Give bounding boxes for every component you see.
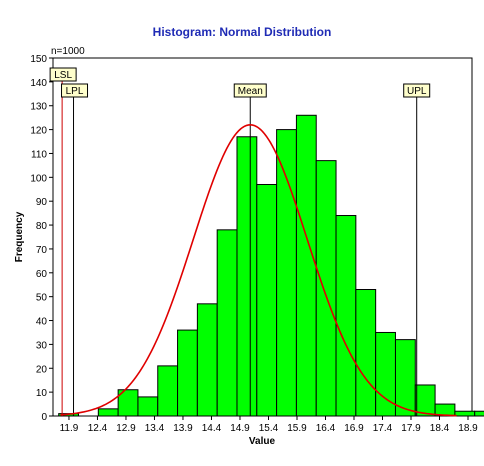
marker-label-box-lsl bbox=[49, 67, 77, 82]
y-tick-label: 60 bbox=[36, 269, 48, 280]
histogram-bar bbox=[256, 183, 278, 417]
x-tick-label: 18.4 bbox=[430, 423, 450, 434]
y-tick-label: 120 bbox=[30, 126, 47, 137]
x-tick-label: 14.4 bbox=[202, 423, 222, 434]
sample-size-label: n=1000 bbox=[51, 46, 85, 57]
y-tick-label: 150 bbox=[30, 54, 47, 65]
histogram-bar bbox=[236, 136, 258, 417]
normal-curve bbox=[60, 124, 457, 417]
x-tick-label: 16.4 bbox=[316, 423, 336, 434]
histogram-bar bbox=[97, 408, 119, 417]
x-tick-label: 15.9 bbox=[287, 423, 307, 434]
histogram-bar bbox=[177, 329, 198, 417]
y-tick-label: 50 bbox=[36, 293, 48, 304]
histogram-bar bbox=[216, 229, 238, 417]
y-tick-label: 30 bbox=[36, 340, 48, 351]
marker-label-box-upl bbox=[403, 83, 431, 98]
y-tick-label: 100 bbox=[30, 173, 47, 184]
histogram-bar bbox=[454, 410, 476, 417]
histogram-bar bbox=[157, 365, 179, 417]
marker-label-lpl: LPL bbox=[66, 86, 84, 97]
marker-label-upl: UPL bbox=[407, 86, 427, 97]
y-tick-label: 80 bbox=[36, 221, 48, 232]
histogram-bar bbox=[295, 114, 317, 417]
x-tick-label: 14.9 bbox=[230, 423, 250, 434]
histogram-bar bbox=[474, 410, 484, 417]
y-tick-label: 0 bbox=[41, 412, 47, 423]
marker-label-lsl: LSL bbox=[54, 70, 72, 81]
histogram-bar bbox=[355, 289, 377, 417]
x-tick-label: 11.9 bbox=[60, 423, 79, 434]
markers-group: LSL LPL Mean UPL bbox=[49, 67, 431, 416]
y-axis-label: Frequency bbox=[14, 211, 25, 262]
x-tick-label: 15.4 bbox=[259, 423, 279, 434]
x-tick-label: 17.9 bbox=[401, 423, 421, 434]
y-tick-label: 20 bbox=[36, 364, 48, 375]
histogram-bar bbox=[434, 403, 456, 417]
marker-label-box-lpl bbox=[61, 83, 89, 98]
histogram-bar bbox=[137, 396, 159, 417]
x-ticks: 11.9 12.4 12.9 13.4 13.9 14.4 14.9 15.4 15.9 16.4… bbox=[60, 416, 478, 434]
x-tick-label: 16.9 bbox=[344, 423, 364, 434]
bars-group bbox=[58, 114, 484, 417]
x-tick-label: 17.4 bbox=[373, 423, 393, 434]
histogram-bar bbox=[394, 339, 416, 417]
x-tick-label: 18.9 bbox=[458, 423, 478, 434]
marker-label-box-mean bbox=[233, 83, 267, 98]
histogram-bar bbox=[335, 215, 357, 417]
y-tick-label: 140 bbox=[30, 78, 47, 89]
marker-label-mean: Mean bbox=[238, 86, 263, 97]
x-tick-label: 12.9 bbox=[116, 423, 136, 434]
y-tick-label: 110 bbox=[31, 149, 47, 160]
x-tick-label: 12.4 bbox=[88, 423, 108, 434]
x-tick-label: 13.4 bbox=[145, 423, 165, 434]
y-tick-label: 10 bbox=[36, 388, 48, 399]
y-tick-label: 90 bbox=[36, 197, 48, 208]
y-tick-label: 130 bbox=[30, 102, 47, 113]
y-tick-label: 70 bbox=[36, 245, 48, 256]
y-tick-label: 40 bbox=[36, 317, 48, 328]
histogram-bar bbox=[315, 160, 337, 417]
chart-title: Histogram: Normal Distribution bbox=[153, 25, 332, 39]
histogram-bar bbox=[276, 129, 297, 417]
histogram-bar bbox=[196, 303, 218, 417]
histogram-bar bbox=[414, 384, 436, 417]
x-axis-label: Value bbox=[249, 436, 276, 447]
y-ticks: 0 10 20 30 40 50 60 70 80 90 100 110 120 130 140 150 bbox=[30, 54, 53, 423]
x-tick-label: 13.9 bbox=[173, 423, 193, 434]
